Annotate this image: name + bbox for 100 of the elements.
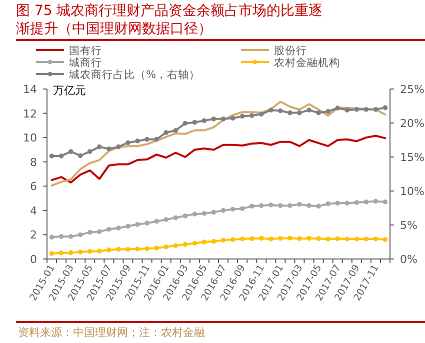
- point: [68, 250, 74, 256]
- point: [68, 234, 74, 239]
- legend-item: 城商行: [36, 57, 102, 69]
- legend-label: 股份行: [274, 45, 307, 57]
- point: [364, 200, 369, 204]
- point: [240, 206, 245, 212]
- y-tick-label: 6: [30, 180, 37, 194]
- point: [106, 146, 112, 152]
- point: [126, 224, 130, 229]
- point: [116, 144, 121, 150]
- legend-label: 城商行: [68, 56, 102, 69]
- point: [144, 246, 150, 252]
- y2-tick-label: 10%: [400, 185, 424, 198]
- y-tick-label: 0: [30, 253, 37, 266]
- point: [49, 154, 54, 158]
- point: [135, 138, 140, 144]
- point: [220, 116, 226, 122]
- point: [78, 250, 83, 254]
- y-axis-title: 万亿元: [53, 84, 86, 97]
- point: [344, 108, 350, 112]
- point: [335, 106, 340, 110]
- point: [116, 226, 121, 230]
- point: [297, 236, 302, 241]
- point: [354, 107, 360, 112]
- point: [58, 234, 64, 239]
- point: [230, 206, 236, 212]
- point: [278, 108, 283, 114]
- chart-title: 图 75 城农商行理财产品资金余额占市场的比重逐渐提升（中国理财网数据口径）: [16, 3, 323, 37]
- point: [97, 229, 102, 234]
- point: [164, 130, 168, 135]
- point: [326, 236, 330, 242]
- point: [230, 116, 236, 121]
- point: [373, 107, 378, 112]
- point: [126, 140, 130, 146]
- point: [97, 144, 102, 150]
- y-tick-label: 8: [30, 156, 37, 169]
- y2-tick-label: 15%: [400, 151, 424, 164]
- point: [288, 236, 292, 241]
- legend-label: 农村金融机构: [274, 56, 340, 69]
- point: [135, 222, 140, 227]
- point: [288, 203, 292, 208]
- point: [192, 240, 198, 246]
- point: [364, 236, 369, 242]
- point: [268, 108, 274, 112]
- point: [182, 120, 188, 126]
- point: [373, 236, 378, 242]
- point: [144, 220, 150, 226]
- legend-item: 城农商行占比（%，右轴）: [36, 69, 200, 81]
- point: [258, 236, 264, 241]
- point: [106, 247, 112, 252]
- point: [68, 149, 74, 154]
- point: [97, 248, 102, 254]
- point: [154, 218, 159, 224]
- text: 资料来源：中国理财网；注：农村金融: [18, 326, 205, 339]
- point: [173, 128, 178, 133]
- point: [78, 153, 83, 158]
- point: [87, 149, 92, 154]
- point: [211, 210, 216, 215]
- point: [154, 246, 159, 250]
- point: [144, 136, 150, 142]
- point: [316, 204, 321, 209]
- point: [192, 120, 198, 125]
- point: [297, 110, 302, 116]
- point: [182, 242, 188, 247]
- point: [182, 213, 188, 218]
- y2-tick-label: 0%: [400, 253, 418, 266]
- point: [106, 226, 112, 232]
- point: [230, 237, 236, 242]
- point: [116, 246, 121, 252]
- point: [249, 236, 254, 241]
- point: [306, 236, 312, 241]
- point: [49, 234, 54, 240]
- point: [344, 200, 350, 206]
- legend-item: 股份行: [241, 45, 307, 57]
- legend-item: 农村金融机构: [241, 57, 340, 69]
- point: [126, 246, 130, 252]
- point: [87, 248, 92, 254]
- point: [135, 246, 140, 252]
- point: [326, 201, 330, 206]
- y-tick-label: 14: [23, 83, 37, 96]
- y2-tick-label: 25%: [400, 83, 424, 96]
- point: [335, 200, 340, 206]
- point: [326, 109, 330, 114]
- point: [202, 118, 207, 124]
- y-tick-label: 12: [23, 107, 37, 120]
- point: [164, 217, 168, 222]
- point: [382, 105, 388, 110]
- point: [211, 116, 216, 122]
- point: [192, 212, 198, 216]
- point: [220, 208, 226, 213]
- point: [335, 236, 340, 242]
- point: [382, 200, 388, 204]
- point: [268, 236, 274, 242]
- point: [316, 110, 321, 116]
- y2-tick-label: 20%: [400, 117, 424, 130]
- point: [382, 237, 388, 242]
- point: [240, 114, 245, 119]
- point: [49, 251, 54, 256]
- point: [173, 215, 178, 220]
- point: [278, 203, 283, 208]
